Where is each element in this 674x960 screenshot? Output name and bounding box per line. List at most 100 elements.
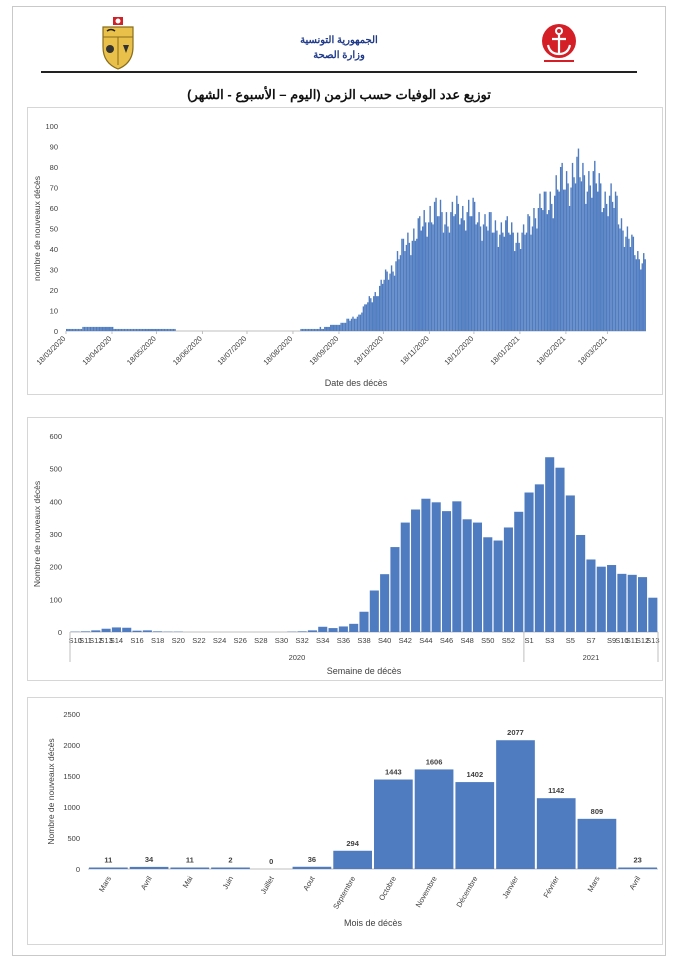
monthly-bar <box>455 782 495 869</box>
daily-bar <box>631 234 633 331</box>
daily-bar <box>381 283 384 331</box>
daily-bar <box>545 191 547 331</box>
daily-bar <box>361 312 363 331</box>
weekly-bar <box>441 511 452 632</box>
weekly-bar <box>586 559 596 632</box>
x-tick-label: S48 <box>460 636 473 645</box>
daily-bar <box>625 236 627 331</box>
daily-bar <box>77 328 80 331</box>
weekly-bar <box>483 537 493 632</box>
daily-bar <box>518 242 520 331</box>
x-tick-label: Mars <box>97 874 113 893</box>
daily-bar <box>131 328 133 331</box>
y-tick-label: 60 <box>50 204 58 213</box>
y-tick-label: 600 <box>49 432 62 441</box>
document-page: الجمهورية التونسية وزارة الصحة توزيع عدد… <box>12 6 666 956</box>
daily-bar <box>335 324 338 331</box>
monthly-bar <box>292 866 332 869</box>
weekly-bar <box>565 495 575 632</box>
x-tick-label: S30 <box>275 636 288 645</box>
daily-bar <box>577 148 580 331</box>
weekly-bar <box>349 623 359 632</box>
daily-bar <box>386 271 388 331</box>
daily-bar <box>617 224 620 331</box>
daily-bar <box>481 240 483 331</box>
daily-bar <box>353 318 356 331</box>
daily-bar <box>390 265 393 331</box>
daily-bar <box>459 224 461 331</box>
y-tick-label: 10 <box>50 307 58 316</box>
weekly-bar <box>111 627 121 632</box>
daily-bar <box>414 240 416 331</box>
daily-bar <box>427 222 430 331</box>
daily-bar <box>80 328 83 331</box>
weekly-bar <box>514 511 524 632</box>
daily-bar <box>466 212 468 331</box>
daily-bar <box>138 328 141 331</box>
monthly-bar <box>129 866 169 869</box>
daily-bar <box>316 328 319 331</box>
daily-bar <box>500 222 503 331</box>
weekly-bar <box>493 540 503 632</box>
daily-bar <box>559 167 562 331</box>
daily-bar <box>378 285 381 331</box>
daily-bar <box>306 328 308 331</box>
daily-bar <box>383 279 385 331</box>
weekly-bar <box>153 631 163 632</box>
daily-bar <box>502 232 504 331</box>
daily-bar <box>462 205 464 331</box>
daily-bar <box>122 328 124 331</box>
y-tick-label: 500 <box>67 834 80 843</box>
x-tick-label: S13 <box>99 636 112 645</box>
daily-bar <box>162 328 164 331</box>
y-tick-label: 0 <box>54 327 58 336</box>
x-tick-label: Octobre <box>377 875 398 903</box>
monthly-bar <box>211 867 250 869</box>
daily-bar <box>109 326 111 331</box>
weekly-bar <box>576 534 586 632</box>
daily-bar <box>377 296 379 331</box>
x-tick-label: S36 <box>337 636 350 645</box>
daily-bar <box>450 212 452 331</box>
daily-bar <box>370 298 372 331</box>
daily-bar <box>611 201 614 331</box>
daily-bar <box>626 226 629 331</box>
daily-bar <box>333 324 335 331</box>
weekly-bar <box>122 627 132 632</box>
daily-bar <box>491 232 494 331</box>
daily-bar <box>85 326 87 331</box>
data-label: 23 <box>633 856 641 865</box>
daily-bar <box>346 318 348 331</box>
daily-bar <box>509 234 511 331</box>
daily-bar <box>103 326 105 331</box>
daily-bar <box>605 203 608 331</box>
x-tick-label: S38 <box>357 636 370 645</box>
daily-bar <box>460 218 462 331</box>
daily-bar <box>536 228 538 331</box>
x-tick-label: Avril <box>627 874 642 891</box>
daily-bar <box>405 244 408 331</box>
daily-bar <box>433 201 436 331</box>
daily-bar <box>143 328 145 331</box>
daily-bar <box>396 251 399 331</box>
data-label: 1443 <box>385 768 402 777</box>
daily-bar <box>157 328 160 331</box>
weekly-bar <box>545 457 555 632</box>
x-tick-label: 18/07/2020 <box>215 334 248 367</box>
weekly-bar <box>431 502 441 632</box>
daily-bar <box>484 214 486 331</box>
daily-bar <box>638 259 640 331</box>
daily-bar <box>644 259 646 331</box>
x-tick-label: 18/03/2020 <box>35 334 68 367</box>
monthly-bar <box>536 798 576 869</box>
daily-bar <box>422 226 424 331</box>
daily-bar <box>309 328 311 331</box>
x-tick-label: S12 <box>89 636 102 645</box>
daily-bar <box>352 316 354 331</box>
x-tick-label: 18/06/2020 <box>171 334 204 367</box>
daily-bar <box>393 275 396 331</box>
daily-bar <box>619 228 621 331</box>
daily-bar <box>92 326 95 331</box>
x-tick-label: Juin <box>221 875 236 891</box>
daily-bar <box>156 328 158 331</box>
